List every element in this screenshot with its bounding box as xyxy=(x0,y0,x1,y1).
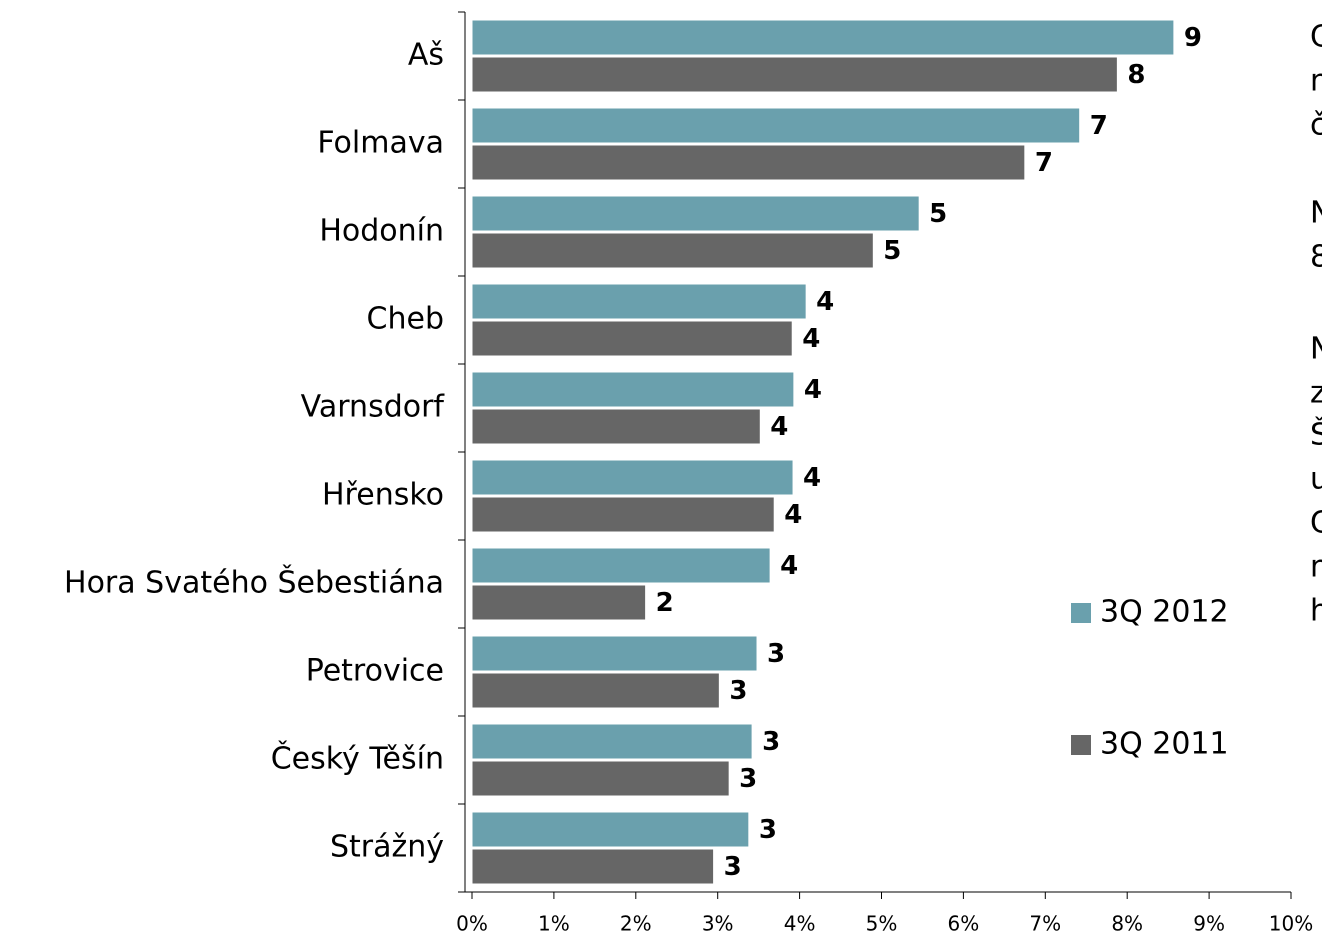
data-label: 4 xyxy=(784,500,802,530)
data-label: 3 xyxy=(729,676,747,706)
side-text: č xyxy=(1310,108,1322,143)
bar xyxy=(471,195,920,232)
bar xyxy=(471,408,761,445)
x-tick-label: 7% xyxy=(1029,912,1061,936)
data-label: 3 xyxy=(739,764,757,794)
bar xyxy=(471,19,1175,56)
data-label: 4 xyxy=(803,463,821,493)
side-text: u xyxy=(1310,462,1322,497)
data-label: 2 xyxy=(656,588,674,618)
category-label: Folmava xyxy=(317,126,444,161)
side-text: N xyxy=(1310,196,1322,231)
x-tick-label: 0% xyxy=(456,912,488,936)
data-label: 7 xyxy=(1035,148,1053,178)
category-label: Hřensko xyxy=(322,478,444,513)
data-label: 3 xyxy=(762,727,780,757)
category-label: Cheb xyxy=(367,302,444,337)
x-tick-label: 2% xyxy=(620,912,652,936)
data-label: 4 xyxy=(770,412,788,442)
data-label: 4 xyxy=(802,324,820,354)
x-tick-label: 10% xyxy=(1269,912,1313,936)
bar xyxy=(471,232,874,269)
bar xyxy=(471,56,1118,93)
side-text: N xyxy=(1310,332,1322,367)
data-label: 4 xyxy=(804,375,822,405)
side-text: C xyxy=(1310,20,1322,55)
bar xyxy=(471,848,715,885)
data-label: 5 xyxy=(929,199,947,229)
bar xyxy=(471,496,775,533)
category-label: Hora Svatého Šebestiána xyxy=(64,564,444,601)
data-label: 9 xyxy=(1184,23,1202,53)
legend-swatch xyxy=(1071,735,1091,755)
bar xyxy=(471,635,758,672)
data-label: 5 xyxy=(883,236,901,266)
category-label: Strážný xyxy=(330,830,444,865)
category-label: Hodonín xyxy=(319,214,444,249)
bar xyxy=(471,584,647,621)
bar xyxy=(471,283,807,320)
category-label: Varnsdorf xyxy=(301,390,446,425)
bar xyxy=(471,547,771,584)
x-tick-label: 1% xyxy=(538,912,570,936)
legend-label: 3Q 2012 xyxy=(1100,595,1229,630)
bar xyxy=(471,144,1026,181)
side-text: n xyxy=(1310,64,1322,99)
side-text: z xyxy=(1310,376,1322,411)
data-label: 3 xyxy=(767,639,785,669)
legend-label: 3Q 2011 xyxy=(1100,727,1229,762)
x-tick-label: 9% xyxy=(1193,912,1225,936)
x-tick-label: 5% xyxy=(866,912,898,936)
data-label: 4 xyxy=(816,287,834,317)
bar xyxy=(471,371,795,408)
category-label: Aš xyxy=(408,38,444,73)
bar xyxy=(471,320,793,357)
bar xyxy=(471,811,750,848)
bar xyxy=(471,459,794,496)
side-text: Š xyxy=(1310,416,1322,453)
x-tick-label: 3% xyxy=(702,912,734,936)
legend-swatch xyxy=(1071,603,1091,623)
side-text: C xyxy=(1310,506,1322,541)
data-label: 3 xyxy=(724,852,742,882)
x-tick-label: 6% xyxy=(948,912,980,936)
bar xyxy=(471,760,730,797)
side-text: h xyxy=(1310,594,1322,629)
bar xyxy=(471,672,720,709)
bar xyxy=(471,107,1081,144)
category-label: Petrovice xyxy=(306,654,444,689)
data-label: 7 xyxy=(1090,111,1108,141)
side-text: 8 xyxy=(1310,240,1322,275)
data-label: 4 xyxy=(780,551,798,581)
x-tick-label: 8% xyxy=(1111,912,1143,936)
data-label: 3 xyxy=(759,815,777,845)
bar xyxy=(471,723,753,760)
side-text: n xyxy=(1310,550,1322,585)
category-label: Český Těšín xyxy=(271,740,444,777)
x-tick-label: 4% xyxy=(784,912,816,936)
data-label: 8 xyxy=(1127,60,1145,90)
